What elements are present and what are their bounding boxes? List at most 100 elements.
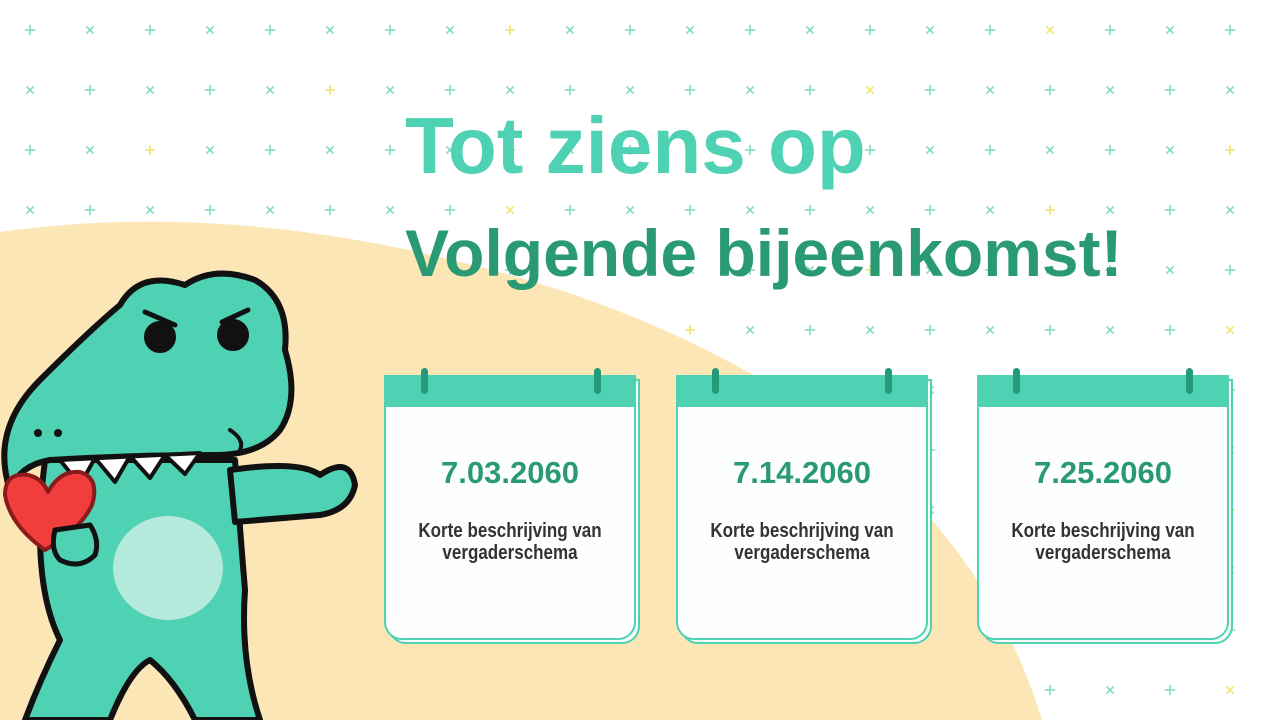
sparkle-icon [1225, 205, 1235, 215]
sparkle-icon [1165, 85, 1175, 95]
sparkle-icon [1165, 265, 1175, 275]
sparkle-icon [925, 85, 935, 95]
meeting-date: 7.14.2060 [733, 455, 871, 490]
sparkle-icon [865, 85, 875, 95]
sparkle-icon [1105, 145, 1115, 155]
crocodile-belly [113, 516, 223, 620]
sparkle-icon [25, 85, 35, 95]
crocodile-icon [1, 270, 358, 720]
sparkle-icon [1105, 205, 1115, 215]
sparkle-icon [1105, 685, 1115, 695]
sparkle-icon [805, 325, 815, 335]
sparkle-icon [265, 145, 275, 155]
sparkle-icon [1165, 25, 1175, 35]
sparkle-icon [1045, 85, 1055, 95]
sparkle-icon [985, 85, 995, 95]
sparkle-icon [985, 325, 995, 335]
sparkle-icon [565, 145, 575, 155]
sparkle-icon [1045, 265, 1055, 275]
sparkle-icon [1045, 325, 1055, 335]
sparkle-icon [745, 25, 755, 35]
crocodile-eye [217, 319, 249, 351]
sparkle-icon [805, 265, 815, 275]
ring-icon [885, 368, 892, 394]
sparkle-icon [685, 205, 695, 215]
sparkle-icon [565, 85, 575, 95]
sparkle-icon [325, 25, 335, 35]
sparkle-icon [325, 145, 335, 155]
sparkle-icon [805, 205, 815, 215]
sparkle-icon [1105, 25, 1115, 35]
sparkle-icon [25, 145, 35, 155]
sparkle-icon [325, 205, 335, 215]
calendar-card: 7.14.2060 Korte beschrijving van vergade… [676, 368, 932, 644]
sparkle-icon [925, 265, 935, 275]
sparkle-icon [985, 265, 995, 275]
sparkle-icon [25, 205, 35, 215]
sparkle-icon [1105, 85, 1115, 95]
sparkle-icon [265, 205, 275, 215]
sparkle-icon [985, 145, 995, 155]
sparkle-icon [625, 85, 635, 95]
sparkle-icon [1105, 265, 1115, 275]
sparkle-icon [805, 85, 815, 95]
meeting-description: Korte beschrijving van vergaderschema [710, 520, 894, 564]
sparkle-icon [505, 25, 515, 35]
sparkle-icon [865, 145, 875, 155]
sparkle-icon [505, 145, 515, 155]
sparkle-icon [865, 325, 875, 335]
meeting-date: 7.25.2060 [1034, 455, 1172, 490]
sparkle-icon [445, 205, 455, 215]
sparkle-icon [25, 25, 35, 35]
sparkle-icon [745, 145, 755, 155]
calendar-card: 7.03.2060 Korte beschrijving van vergade… [384, 368, 640, 644]
sparkle-icon [145, 85, 155, 95]
sparkle-icon [1225, 265, 1235, 275]
sparkle-icon [325, 85, 335, 95]
sparkle-icon [685, 325, 695, 335]
sparkle-icon [505, 205, 515, 215]
sparkle-icon [625, 205, 635, 215]
sparkle-icon [625, 145, 635, 155]
sparkle-icon [205, 25, 215, 35]
sparkle-icon [1105, 325, 1115, 335]
sparkle-icon [205, 145, 215, 155]
sparkle-icon [625, 265, 635, 275]
sparkle-icon [145, 25, 155, 35]
ring-icon [421, 368, 428, 394]
sparkle-icon [745, 265, 755, 275]
sparkle-icon [685, 25, 695, 35]
sparkle-icon [265, 85, 275, 95]
sparkle-icon [505, 85, 515, 95]
sparkle-icon [85, 25, 95, 35]
meeting-description: Korte beschrijving van vergaderschema [418, 520, 602, 564]
sparkle-icon [625, 25, 635, 35]
sparkle-icon [85, 205, 95, 215]
sparkle-icon [445, 85, 455, 95]
ring-icon [1013, 368, 1020, 394]
sparkle-icon [145, 205, 155, 215]
sparkle-icon [1225, 325, 1235, 335]
sparkle-icon [925, 325, 935, 335]
sparkle-icon [265, 25, 275, 35]
sparkle-icon [205, 205, 215, 215]
sparkle-icon [685, 145, 695, 155]
heading-line-2: Volgende bijeenkomst! [405, 216, 1123, 290]
sparkle-icon [805, 145, 815, 155]
heading-line-1: Tot ziens op [405, 101, 866, 190]
ring-icon [712, 368, 719, 394]
sparkle-icon [385, 85, 395, 95]
calendar-card: 7.25.2060 Korte beschrijving van vergade… [977, 368, 1233, 644]
sparkle-icon [85, 145, 95, 155]
sparkle-icon [805, 25, 815, 35]
sparkle-icon [565, 205, 575, 215]
sparkle-icon [145, 145, 155, 155]
sparkle-icon [745, 205, 755, 215]
sparkle-icon [865, 205, 875, 215]
sparkle-icon [1045, 685, 1055, 695]
sparkle-icon [1045, 145, 1055, 155]
sparkle-icon [385, 25, 395, 35]
sparkle-icon [865, 265, 875, 275]
sparkle-icon [1225, 85, 1235, 95]
sparkle-icon [445, 145, 455, 155]
